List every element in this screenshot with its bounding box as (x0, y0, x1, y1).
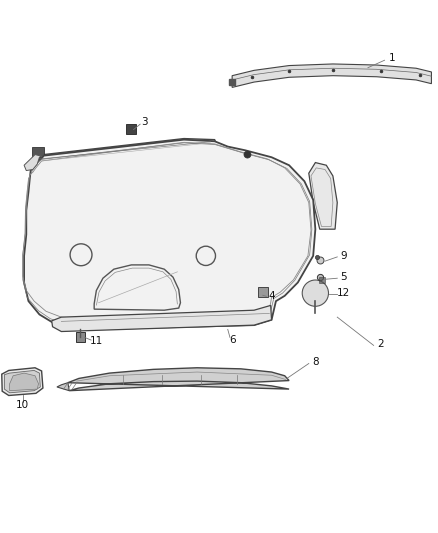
Text: 1: 1 (389, 53, 396, 62)
Text: 9: 9 (340, 251, 347, 261)
Polygon shape (232, 64, 431, 87)
Bar (127, 124, 136, 134)
Polygon shape (52, 305, 272, 332)
Polygon shape (57, 383, 69, 391)
Polygon shape (24, 155, 42, 171)
Polygon shape (68, 368, 289, 391)
Bar (32, 147, 44, 157)
Polygon shape (10, 373, 39, 391)
Bar (76, 332, 85, 342)
Polygon shape (2, 368, 43, 395)
Polygon shape (24, 140, 315, 329)
Bar (258, 287, 268, 297)
Text: 8: 8 (312, 358, 319, 367)
Text: 11: 11 (90, 336, 103, 346)
Text: 3: 3 (141, 117, 148, 126)
Text: 12: 12 (337, 288, 350, 298)
Polygon shape (39, 139, 217, 163)
Circle shape (244, 151, 251, 158)
Text: 6: 6 (229, 335, 236, 345)
Text: 4: 4 (268, 291, 275, 301)
Polygon shape (309, 163, 337, 229)
Text: 10: 10 (16, 400, 29, 410)
Text: 2: 2 (378, 339, 385, 349)
Circle shape (302, 280, 328, 306)
Text: 5: 5 (340, 272, 347, 282)
Polygon shape (4, 370, 40, 393)
